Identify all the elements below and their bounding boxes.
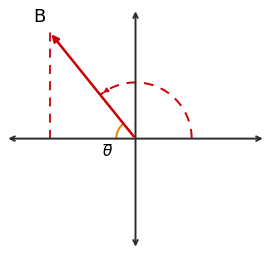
Text: B: B bbox=[33, 8, 45, 26]
Text: θ̅: θ̅ bbox=[103, 144, 112, 159]
